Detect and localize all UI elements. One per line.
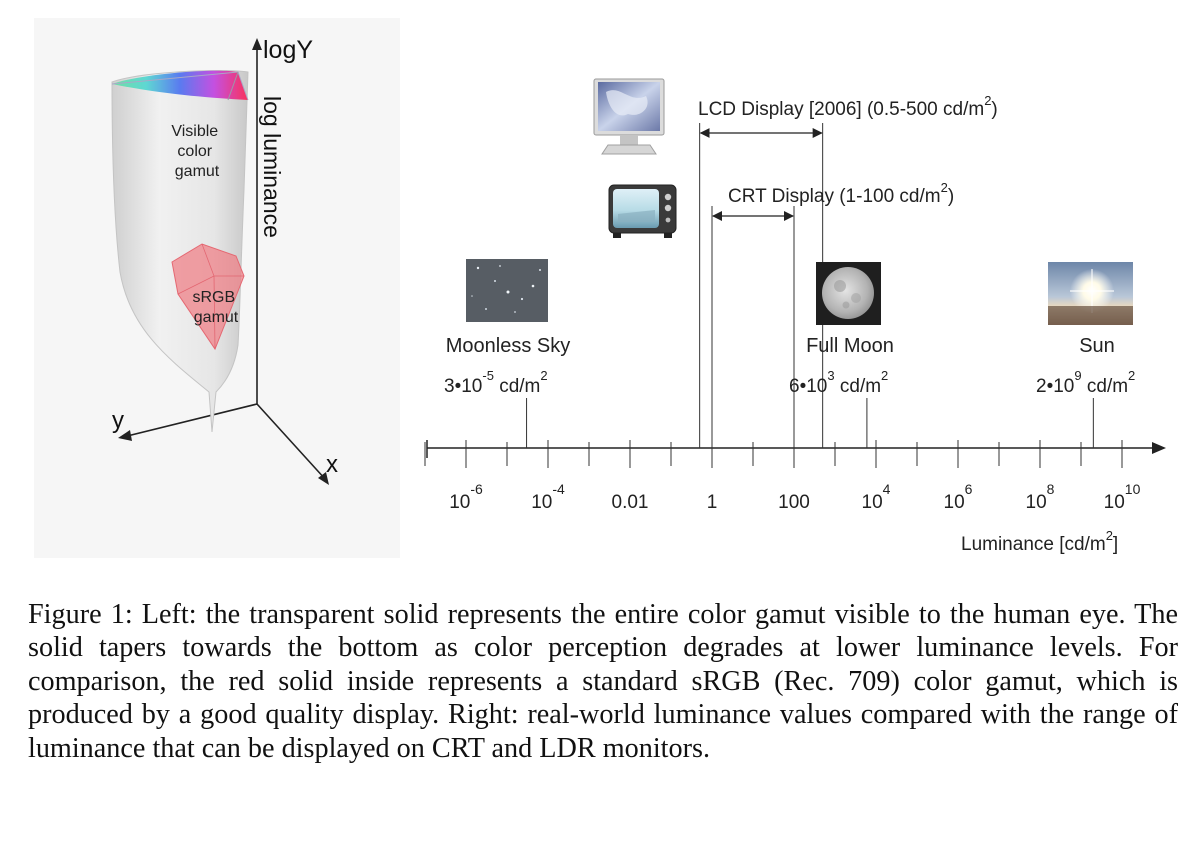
logy-axis-arrow-icon	[252, 38, 262, 50]
log-luminance-axis-label: log luminance	[259, 96, 285, 238]
full-moon-value: 6•103 cd/m2	[789, 368, 888, 397]
srgb-gamut-facet	[177, 243, 244, 350]
figure-caption: Figure 1: Left: the transparent solid re…	[28, 599, 1178, 764]
crt-tv-icon	[608, 184, 677, 238]
visible-gamut-label-line: color	[177, 143, 212, 160]
display-ranges	[699, 123, 824, 448]
axis-ticks	[424, 440, 1123, 468]
figure-1: logY log luminance y x Visible color gam…	[34, 18, 1166, 558]
srgb-gamut-label: sRGB gamut	[192, 289, 239, 326]
full-moon-label: Full Moon	[806, 335, 894, 357]
visible-gamut-label-line: Visible	[171, 123, 218, 140]
moonless-sky-image	[466, 259, 548, 322]
x-axis-label: x	[326, 451, 338, 478]
tick-label: 0.01	[612, 492, 649, 513]
y-axis-arrow-icon	[118, 430, 132, 441]
tick-label: 100	[778, 492, 810, 513]
tick-label: 106	[944, 481, 973, 513]
moonless-sky-value: 3•10-5 cd/m2	[444, 368, 548, 397]
srgb-gamut-label-line: sRGB	[192, 289, 235, 306]
axis-tick-labels: 10-6 10-4 0.01 1 100 104 106 108 1010	[449, 481, 1140, 513]
crt-display-label: CRT Display (1-100 cd/m2)	[728, 180, 954, 207]
logy-axis-label: logY	[263, 36, 313, 64]
visible-gamut-top-face	[112, 70, 248, 100]
tick-label: 104	[862, 481, 891, 513]
sun-image	[1048, 262, 1133, 325]
srgb-gamut-label-line: gamut	[194, 309, 239, 326]
visible-gamut-inner-edge	[227, 71, 239, 101]
y-axis-line	[122, 403, 258, 438]
sun-value: 2•109 cd/m2	[1036, 368, 1135, 397]
lcd-monitor-icon	[593, 78, 665, 155]
tick-label: 108	[1026, 481, 1055, 513]
tick-label: 1	[707, 492, 718, 513]
tick-label: 10-4	[531, 481, 565, 513]
luminance-chart: 10-6 10-4 0.01 1 100 104 106 108 1010 Luminance …	[424, 78, 1166, 555]
tick-label: 1010	[1104, 481, 1141, 513]
full-moon-image	[816, 262, 881, 325]
left-panel: logY log luminance y x Visible color gam…	[34, 18, 400, 558]
lcd-display-label: LCD Display [2006] (0.5-500 cd/m2)	[698, 93, 998, 120]
x-axis-line	[256, 403, 327, 481]
y-axis-label: y	[112, 407, 124, 434]
visible-gamut-label: Visible color gamut	[171, 123, 222, 180]
moonless-sky-label: Moonless Sky	[446, 335, 571, 357]
tick-label: 10-6	[449, 481, 483, 513]
visible-gamut-label-line: gamut	[175, 163, 220, 180]
luminance-axis-title: Luminance [cd/m2]	[961, 528, 1118, 555]
sun-label: Sun	[1079, 335, 1115, 357]
luminance-axis-arrow-icon	[1152, 442, 1166, 454]
luminance-points	[526, 398, 1094, 448]
x-axis-arrow-icon	[318, 472, 329, 485]
